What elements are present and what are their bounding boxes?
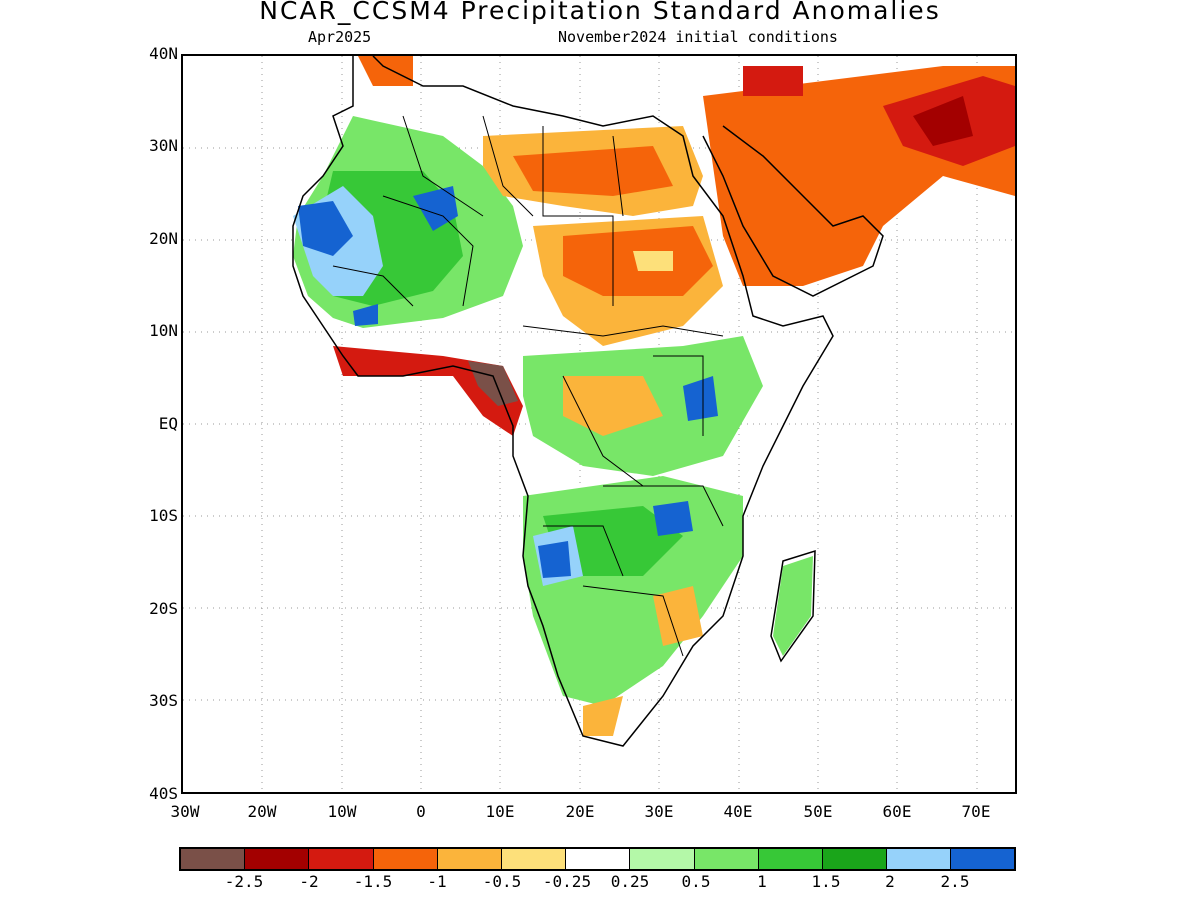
colorbar-swatch xyxy=(951,849,1015,869)
lat-label-20n: 20N xyxy=(149,229,178,248)
anomaly-fill xyxy=(293,56,1015,736)
lon-label-20e: 20E xyxy=(565,802,595,821)
colorbar-label: -2 xyxy=(299,872,319,891)
colorbar-label: 0.25 xyxy=(610,872,650,891)
lat-label-30n: 30N xyxy=(149,136,178,155)
colorbar-swatch xyxy=(887,849,952,869)
colorbar-swatch xyxy=(437,849,502,869)
lon-label-0: 0 xyxy=(416,802,426,821)
colorbar-swatch xyxy=(566,849,631,869)
coastline xyxy=(292,56,884,747)
colorbar-swatch xyxy=(181,849,246,869)
africa-anomaly-map xyxy=(183,56,1015,792)
colorbar-label: -0.25 xyxy=(542,872,592,891)
target-month-label: Apr2025 xyxy=(308,28,372,46)
lon-label-30w: 30W xyxy=(170,802,200,821)
colorbar-label: 0.5 xyxy=(681,872,711,891)
lon-label-20w: 20W xyxy=(247,802,277,821)
colorbar-swatch xyxy=(822,849,888,869)
colorbar-swatch xyxy=(373,849,438,869)
lon-label-60e: 60E xyxy=(882,802,912,821)
colorbar-swatch xyxy=(245,849,310,869)
lon-label-40e: 40E xyxy=(723,802,753,821)
lat-label-20s: 20S xyxy=(149,599,178,618)
colorbar-swatch xyxy=(630,849,695,869)
colorbar xyxy=(179,847,1017,871)
colorbar-swatch xyxy=(758,849,823,869)
lat-label-40n: 40N xyxy=(149,44,178,63)
colorbar-label: -1 xyxy=(427,872,447,891)
map-title: NCAR_CCSM4 Precipitation Standard Anomal… xyxy=(259,0,941,25)
lon-label-10e: 10E xyxy=(485,802,515,821)
lat-label-10n: 10N xyxy=(149,321,178,340)
initial-conditions-label: November2024 initial conditions xyxy=(558,28,838,46)
map-plot-area xyxy=(181,54,1017,794)
colorbar-label: -0.5 xyxy=(482,872,522,891)
lat-label-40s: 40S xyxy=(149,784,178,803)
lat-label-10s: 10S xyxy=(149,506,178,525)
colorbar-swatch xyxy=(309,849,374,869)
colorbar-label: 2 xyxy=(885,872,895,891)
lon-label-50e: 50E xyxy=(803,802,833,821)
lon-label-70e: 70E xyxy=(961,802,991,821)
colorbar-label: 1 xyxy=(757,872,767,891)
lat-label-eq: EQ xyxy=(158,414,178,433)
lon-label-10w: 10W xyxy=(327,802,357,821)
country-borders xyxy=(332,115,724,657)
colorbar-swatch xyxy=(501,849,567,869)
colorbar-label: 2.5 xyxy=(940,872,970,891)
colorbar-swatch xyxy=(694,849,759,869)
lat-label-30s: 30S xyxy=(149,691,178,710)
colorbar-label: 1.5 xyxy=(811,872,841,891)
lon-label-30e: 30E xyxy=(644,802,674,821)
colorbar-label: -2.5 xyxy=(224,872,264,891)
colorbar-label: -1.5 xyxy=(353,872,393,891)
